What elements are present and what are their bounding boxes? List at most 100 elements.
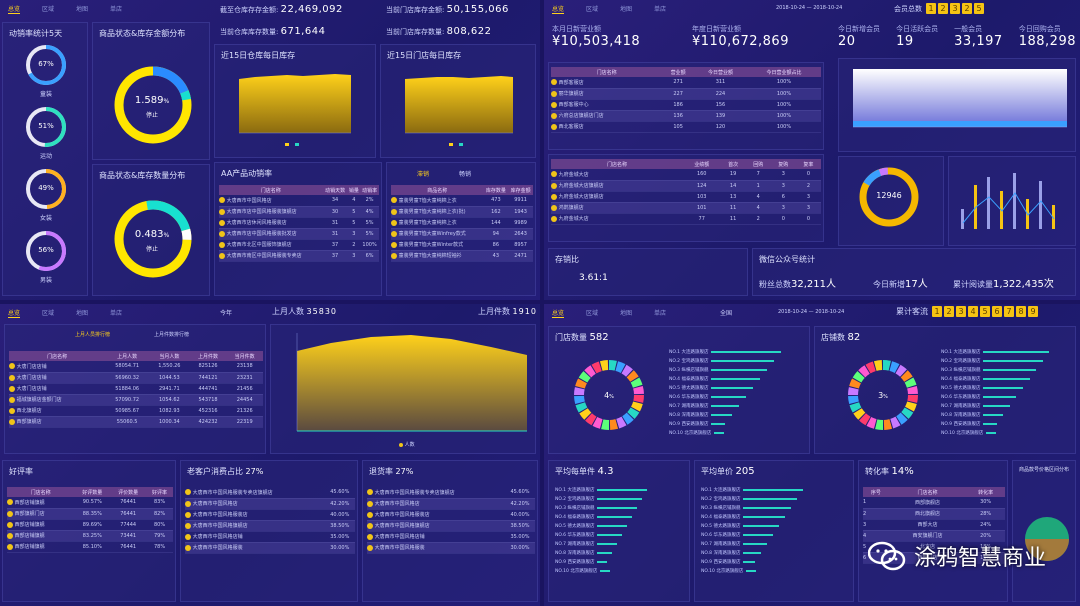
table-row[interactable]: 童装男童T恤大童Winfrey款式 94 2643 [391,228,533,240]
tab-store[interactable]: 单店 [654,310,667,317]
table-row[interactable]: 丽华旗舰店 227 224 100% [551,88,821,100]
region-select[interactable]: 全国 [720,310,733,317]
table-row[interactable]: 大唐西市店中国风格服装批发店 31 3 5% [219,228,379,240]
table-row[interactable]: 大唐西市中国风格旗舰店 38.50% [185,520,355,532]
tab-overview[interactable]: 总览 [552,310,565,318]
list-item[interactable]: NO.3 纵横店铺旗舰 [555,503,685,512]
table-row[interactable]: 九府金城大店旗舰店 103 13 4 6 3 [551,191,821,203]
table-row[interactable]: 西部店铺旗舰 89.69% 77444 80% [7,519,173,531]
tab-overview[interactable]: 总览 [552,6,565,14]
tab-map[interactable]: 地图 [76,310,89,317]
list-item[interactable]: NO.6 华东路旗舰店 [555,530,685,539]
list-item[interactable]: NO.9 西安路旗舰店 [669,419,807,428]
list-item[interactable]: NO.7 湖南路旗舰店 [701,539,849,548]
table-row[interactable]: 大唐西市中国风格服装专卖店旗舰店 45.60% [367,487,535,499]
tab-fast[interactable]: 畅销 [459,171,472,178]
table-row[interactable]: 大唐西市中国风格服装店 40.00% [367,509,535,521]
tab-items-rank[interactable]: 上月件数排行榜 [154,332,190,338]
list-item[interactable]: NO.2 宝鸡路旗舰店 [555,494,685,503]
date-range[interactable]: 2018-10-24 — 2018-10-24 [776,5,843,11]
list-item[interactable]: NO.5 德太路旗舰店 [701,521,849,530]
list-item[interactable]: NO.5 德太路旗舰店 [555,521,685,530]
list-item[interactable]: NO.7 湖南路旗舰店 [669,401,807,410]
table-row[interactable]: 西部客服中心 186 156 100% [551,99,821,111]
list-item[interactable]: NO.1 大连路旗舰店 [941,347,1073,356]
list-item[interactable]: NO.6 华东路旗舰店 [669,392,807,401]
table-row[interactable]: 2 西北旗舰店 28% [863,508,1005,520]
table-row[interactable]: 大唐门店店铺 56960.32 1044.53 744121 23231 [9,372,263,384]
tab-region[interactable]: 区域 [586,6,599,13]
list-item[interactable]: NO.9 西安路旗舰店 [555,557,685,566]
list-item[interactable]: NO.5 德太路旗舰店 [669,383,807,392]
tab-map[interactable]: 地图 [620,310,633,317]
list-item[interactable]: NO.10 北京路旗舰店 [941,428,1073,437]
tab-region[interactable]: 区域 [586,310,599,317]
table-row[interactable]: 大唐西市中国风格服装 30.00% [367,542,535,554]
range-select[interactable]: 今年 [220,310,233,317]
date-range[interactable]: 2018-10-24 — 2018-10-24 [778,309,845,315]
list-item[interactable]: NO.3 纵横店铺旗舰 [701,503,849,512]
list-item[interactable]: NO.8 深南路旗舰店 [669,410,807,419]
table-row[interactable]: 西部客服店 271 311 100% [551,77,821,89]
list-item[interactable]: NO.2 宝鸡路旗舰店 [669,356,807,365]
table-row[interactable]: 大唐西市店休闲风格服装店 31 5 5% [219,217,379,229]
table-row[interactable]: 大唐西市中国风格店 42.20% [367,498,535,510]
table-row[interactable]: 西部店铺旗舰 83.25% 73441 79% [7,530,173,542]
list-item[interactable]: NO.4 福泰路旗舰店 [669,374,807,383]
list-item[interactable]: NO.5 德太路旗舰店 [941,383,1073,392]
table-row[interactable]: 大唐西市北区中国服饰旗舰店 37 2 100% [219,239,379,251]
tab-store[interactable]: 单店 [110,6,123,13]
table-row[interactable]: 大唐西市南区中国风格服装专卖店 37 3 6% [219,250,379,262]
list-item[interactable]: NO.6 华东路旗舰店 [701,530,849,539]
list-item[interactable]: NO.4 福泰路旗舰店 [941,374,1073,383]
list-item[interactable]: NO.1 大连路旗舰店 [701,485,849,494]
table-row[interactable]: 大唐门店店铺 51884.06 2941.71 444741 21456 [9,383,263,395]
table-row[interactable]: 六府总店旗舰店门店 136 139 100% [551,110,821,122]
list-item[interactable]: NO.2 宝鸡路旗舰店 [941,356,1073,365]
tab-region[interactable]: 区域 [42,6,55,13]
table-row[interactable]: 西部旗舰店 55060.5 1000.34 424232 22319 [9,416,263,428]
table-row[interactable]: 大唐门店店铺 58054.71 1,550.26 825126 23138 [9,361,263,373]
table-row[interactable]: 九府金城大店旗舰店 124 14 1 3 2 [551,180,821,192]
table-row[interactable]: 1 西部旗舰店 30% [863,497,1005,509]
table-row[interactable]: 西北客服店 105 120 100% [551,121,821,133]
tab-map[interactable]: 地图 [76,6,89,13]
list-item[interactable]: NO.10 北京路旗舰店 [669,428,807,437]
list-item[interactable]: NO.8 深南路旗舰店 [555,548,685,557]
list-item[interactable]: NO.6 华东路旗舰店 [941,392,1073,401]
table-row[interactable]: 西部店铺旗舰 90.57% 76441 83% [7,497,173,509]
table-row[interactable]: 大唐西市中国风格旗舰店 38.50% [367,520,535,532]
tab-region[interactable]: 区域 [42,310,55,317]
table-row[interactable]: 大唐西市中国风格店铺 35.00% [367,531,535,543]
tab-people-rank[interactable]: 上月人员排行榜 [75,332,111,338]
table-row[interactable]: 大唐西市中国风格服装 30.00% [185,542,355,554]
table-row[interactable]: 大唐西市中国风格店铺 35.00% [185,531,355,543]
table-row[interactable]: 西部店铺旗舰 85.10% 76441 78% [7,541,173,553]
tab-overview[interactable]: 总览 [8,6,21,14]
list-item[interactable]: NO.3 纵横店铺旗舰 [941,365,1073,374]
list-item[interactable]: NO.9 西安路旗舰店 [701,557,849,566]
table-row[interactable]: 九府金城大店 77 11 2 0 0 [551,213,821,225]
table-row[interactable]: 童装男童T恤大童Winter款式 86 8957 [391,239,533,251]
table-row[interactable]: 福城旗舰店金额门店 57090.72 1054.62 543718 24454 [9,394,263,406]
table-row[interactable]: 5 北方店 18% [863,541,1005,553]
table-row[interactable]: 童装男童T恤大童纯棉上衣 144 9989 [391,217,533,229]
list-item[interactable]: NO.7 湖南路旗舰店 [941,401,1073,410]
table-row[interactable]: 大唐西市中国风格店 34 4 2% [219,195,379,207]
table-row[interactable]: 大唐西市中国风格服装店 40.00% [185,509,355,521]
list-item[interactable]: NO.8 深南路旗舰店 [701,548,849,557]
table-row[interactable]: 九府金城大店 160 19 7 3 0 [551,169,821,181]
list-item[interactable]: NO.4 福泰路旗舰店 [701,512,849,521]
table-row[interactable]: 大唐西市店中国风格服装旗舰店 30 5 4% [219,206,379,218]
tab-store[interactable]: 单店 [110,310,123,317]
table-row[interactable]: 大唐西市中国风格店 42.20% [185,498,355,510]
tab-overview[interactable]: 总览 [8,310,21,318]
tab-store[interactable]: 单店 [654,6,667,13]
table-row[interactable]: 西部旗舰门店 88.35% 76441 82% [7,508,173,520]
list-item[interactable]: NO.3 纵横店铺旗舰 [669,365,807,374]
table-row[interactable]: 鸿鹄旗舰店 101 11 4 3 3 [551,202,821,214]
table-row[interactable]: 西北旗舰店 50985.67 1082.93 452316 21326 [9,405,263,417]
table-row[interactable]: 大唐西市中国风格服装专卖店旗舰店 45.60% [185,487,355,499]
list-item[interactable]: NO.10 北京路旗舰店 [701,566,849,575]
list-item[interactable]: NO.9 西安路旗舰店 [941,419,1073,428]
